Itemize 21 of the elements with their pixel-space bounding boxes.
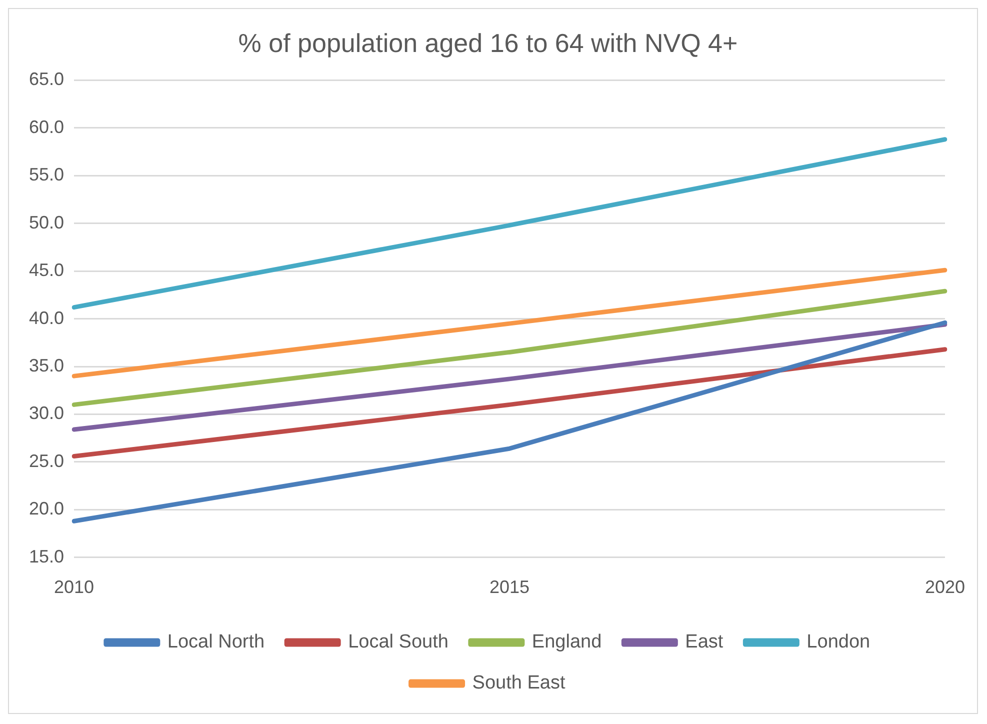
chart-title: % of population aged 16 to 64 with NVQ 4+ <box>238 28 738 58</box>
x-tick-label: 2010 <box>54 577 94 598</box>
legend-label: East <box>685 632 724 653</box>
y-tick-label: 40.0 <box>28 308 64 328</box>
y-tick-label: 55.0 <box>28 164 64 185</box>
y-tick-label: 25.0 <box>28 450 64 471</box>
legend-label: England <box>532 632 602 653</box>
legend-label: South East <box>472 672 566 694</box>
legend-label: London <box>806 632 870 653</box>
y-tick-label: 30.0 <box>28 403 64 424</box>
x-tick-label: 2020 <box>924 577 965 598</box>
y-tick-label: 35.0 <box>28 355 64 376</box>
legend-label: Local North <box>167 632 265 653</box>
y-tick-label: 15.0 <box>28 546 64 566</box>
y-tick-label: 65.0 <box>28 69 64 90</box>
y-tick-label: 60.0 <box>28 116 64 137</box>
y-tick-label: 50.0 <box>28 212 64 232</box>
legend-label: Local South <box>348 632 448 653</box>
y-tick-label: 20.0 <box>28 498 64 519</box>
y-tick-label: 45.0 <box>28 260 64 280</box>
x-tick-label: 2015 <box>489 577 530 598</box>
